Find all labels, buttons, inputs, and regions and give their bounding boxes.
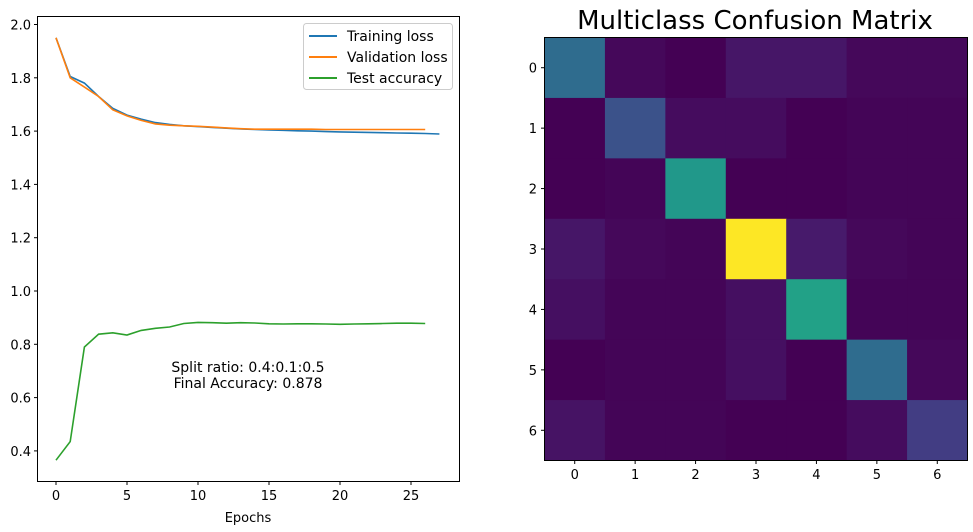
- cell-6-1: [604, 400, 666, 461]
- cell-6-5: [846, 400, 908, 461]
- y-tick-label: 0: [529, 62, 537, 77]
- left-axes-frame: [37, 16, 460, 482]
- legend-label: Training loss: [346, 29, 434, 45]
- cell-2-1: [604, 158, 666, 220]
- final-accuracy-annotation: Final Accuracy: 0.878: [174, 376, 323, 392]
- y-tick-label: 5: [529, 364, 537, 379]
- x-tick-label: 6: [933, 468, 941, 483]
- cell-3-1: [604, 218, 666, 280]
- cell-0-4: [786, 37, 848, 99]
- loss-accuracy-chart: 0 5 10 15 20 25 0.4 0.6 0.8 1.0 1.2 1.4 1.6 1.8 2.0 Sp…: [10, 16, 460, 526]
- y-tick-label: 1: [529, 122, 537, 137]
- y-tick-label: 2.0: [10, 19, 31, 34]
- series-line-test-accuracy: [55, 321, 426, 461]
- y-tick-label: 4: [529, 303, 537, 318]
- y-tick-label: 1.2: [10, 232, 31, 247]
- cell-1-5: [846, 97, 908, 159]
- legend: Training loss Validation loss Test accurac…: [303, 23, 453, 90]
- chart-title: Multiclass Confusion Matrix: [577, 6, 933, 36]
- cell-6-2: [665, 400, 727, 461]
- cell-5-5: [846, 339, 908, 401]
- cell-6-4: [786, 400, 848, 461]
- x-tick-label: 5: [123, 489, 131, 504]
- x-tick-label: 0: [571, 468, 579, 483]
- cell-3-0: [544, 218, 606, 280]
- cell-3-3: [725, 218, 787, 280]
- cell-6-3: [725, 400, 787, 461]
- x-tick-label: 1: [631, 468, 639, 483]
- cell-4-4: [786, 279, 848, 341]
- y-tick-label: 0.4: [10, 445, 31, 460]
- y-tick-label: 1.8: [10, 72, 31, 87]
- y-tick-label: 1.6: [10, 125, 31, 140]
- cell-3-5: [846, 218, 908, 280]
- cell-1-3: [725, 97, 787, 159]
- cell-2-0: [544, 158, 606, 220]
- cell-4-6: [907, 279, 968, 341]
- legend-label: Validation loss: [347, 50, 448, 66]
- cell-6-6: [907, 400, 968, 461]
- cell-1-1: [604, 97, 666, 159]
- cell-0-1: [604, 37, 666, 99]
- legend-box: [303, 23, 453, 90]
- cell-1-2: [665, 97, 727, 159]
- cell-1-0: [544, 97, 606, 159]
- cell-5-6: [907, 339, 968, 401]
- split-ratio-annotation: Split ratio: 0.4:0.1:0.5: [171, 360, 324, 376]
- y-tick-label: 1.4: [10, 178, 31, 193]
- cell-0-6: [907, 37, 968, 99]
- x-axis-label: Epochs: [225, 511, 272, 526]
- y-tick-label: 0.6: [10, 392, 31, 407]
- cell-6-0: [544, 400, 606, 461]
- cell-1-6: [907, 97, 968, 159]
- cell-3-4: [786, 218, 848, 280]
- x-tick-label: 15: [261, 489, 278, 504]
- cell-4-5: [846, 279, 908, 341]
- x-tick-label: 5: [873, 468, 881, 483]
- cell-0-0: [544, 37, 606, 99]
- cell-5-1: [604, 339, 666, 401]
- cell-4-0: [544, 279, 606, 341]
- cell-5-0: [544, 339, 606, 401]
- x-tick-label: 4: [812, 468, 820, 483]
- x-tick-label: 3: [752, 468, 760, 483]
- cell-4-1: [604, 279, 666, 341]
- cell-5-3: [725, 339, 787, 401]
- cell-2-2: [665, 158, 727, 220]
- y-tick-label: 6: [529, 424, 537, 439]
- cell-4-2: [665, 279, 727, 341]
- x-tick-label: 10: [190, 489, 207, 504]
- cell-0-3: [725, 37, 787, 99]
- cell-3-6: [907, 218, 968, 280]
- cell-2-5: [846, 158, 908, 220]
- y-tick-label: 0.8: [10, 338, 31, 353]
- x-tick-label: 20: [332, 489, 349, 504]
- cell-2-4: [786, 158, 848, 220]
- cell-0-5: [846, 37, 908, 99]
- cell-2-6: [907, 158, 968, 220]
- series-line-validation-loss: [55, 37, 426, 131]
- y-tick-label: 1.0: [10, 285, 31, 300]
- cell-4-3: [725, 279, 787, 341]
- y-tick-label: 3: [529, 243, 537, 258]
- cell-2-3: [725, 158, 787, 220]
- cell-1-4: [786, 97, 848, 159]
- y-tick-label: 2: [529, 183, 537, 198]
- x-tick-label: 2: [691, 468, 699, 483]
- cell-5-2: [665, 339, 727, 401]
- x-tick-label: 0: [52, 489, 60, 504]
- confusion-matrix-chart: Multiclass Confusion Matrix 0 1 2 3 4 5 6 0 1 2 3 4…: [529, 6, 968, 483]
- cell-0-2: [665, 37, 727, 99]
- x-tick-label: 25: [403, 489, 420, 504]
- cell-3-2: [665, 218, 727, 280]
- legend-label: Test accuracy: [346, 71, 442, 87]
- cell-5-4: [786, 339, 848, 401]
